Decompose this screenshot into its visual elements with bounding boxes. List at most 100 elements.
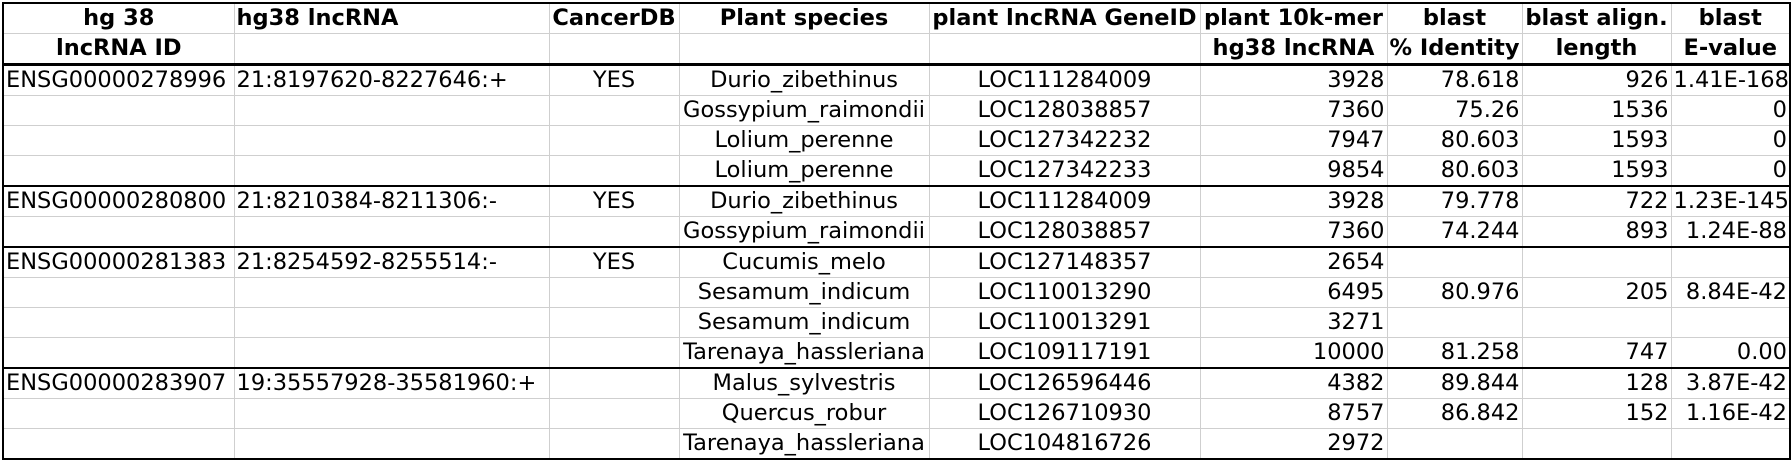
header-plant-kmer[interactable]: plant 10k-mer xyxy=(1199,2,1388,34)
cell-plant-species[interactable]: Gossypium_raimondii xyxy=(678,95,930,126)
cell-lncrna-locus[interactable] xyxy=(233,155,550,187)
cell-plant-geneid[interactable]: LOC127342233 xyxy=(928,155,1201,187)
cell-blast-evalue[interactable] xyxy=(1670,307,1791,338)
cell-blast-evalue[interactable]: 3.87E-42 xyxy=(1670,367,1791,399)
cell-blast-identity[interactable]: 81.258 xyxy=(1386,337,1523,369)
cell-cancerdb[interactable] xyxy=(548,155,680,187)
cell-blast-length[interactable]: 722 xyxy=(1521,185,1672,217)
cell-lncrna-locus[interactable] xyxy=(233,398,550,429)
cell-blast-evalue[interactable] xyxy=(1670,246,1791,278)
cell-blast-identity[interactable]: 74.244 xyxy=(1386,216,1523,248)
cell-plant-species[interactable]: Quercus_robur xyxy=(678,398,930,429)
cell-blast-identity[interactable] xyxy=(1386,307,1523,338)
cell-cancerdb[interactable] xyxy=(548,367,680,399)
header-hg38-lncrna[interactable]: hg38 lncRNA xyxy=(233,2,550,34)
header-plant-species-line2[interactable] xyxy=(678,33,930,66)
header-plant-kmer-line2[interactable]: hg38 lncRNA xyxy=(1199,33,1388,66)
cell-blast-length[interactable]: 926 xyxy=(1521,63,1672,96)
cell-lncrna-locus[interactable]: 21:8254592-8255514:- xyxy=(233,246,550,278)
cell-blast-evalue[interactable]: 0.00 xyxy=(1670,337,1791,369)
header-blast-identity-line2[interactable]: % Identity xyxy=(1386,33,1523,66)
header-hg38-lncrna-line2[interactable] xyxy=(233,33,550,66)
cell-blast-evalue[interactable]: 1.41E-168 xyxy=(1670,63,1791,96)
header-plant-species[interactable]: Plant species xyxy=(678,2,930,34)
header-plant-geneid[interactable]: plant lncRNA GeneID xyxy=(928,2,1201,34)
cell-lncrna-locus[interactable]: 21:8197620-8227646:+ xyxy=(233,63,550,96)
cell-lncrna-id[interactable] xyxy=(2,125,235,156)
cell-kmer-count[interactable]: 3928 xyxy=(1199,185,1388,217)
cell-plant-geneid[interactable]: LOC127342232 xyxy=(928,125,1201,156)
cell-blast-identity[interactable]: 79.778 xyxy=(1386,185,1523,217)
cell-plant-geneid[interactable]: LOC109117191 xyxy=(928,337,1201,369)
cell-kmer-count[interactable]: 8757 xyxy=(1199,398,1388,429)
header-blast-length-line2[interactable]: length xyxy=(1521,33,1672,66)
cell-plant-geneid[interactable]: LOC127148357 xyxy=(928,246,1201,278)
cell-lncrna-id[interactable]: ENSG00000278996 xyxy=(2,63,235,96)
cell-blast-evalue[interactable]: 8.84E-42 xyxy=(1670,277,1791,308)
cell-plant-species[interactable]: Tarenaya_hassleriana xyxy=(678,337,930,369)
cell-blast-identity[interactable]: 75.26 xyxy=(1386,95,1523,126)
cell-blast-length[interactable] xyxy=(1521,246,1672,278)
cell-lncrna-id[interactable]: ENSG00000281383 xyxy=(2,246,235,278)
cell-kmer-count[interactable]: 3928 xyxy=(1199,63,1388,96)
cell-blast-evalue[interactable]: 1.16E-42 xyxy=(1670,398,1791,429)
cell-blast-identity[interactable]: 78.618 xyxy=(1386,63,1523,96)
cell-lncrna-locus[interactable] xyxy=(233,307,550,338)
cell-plant-geneid[interactable]: LOC110013291 xyxy=(928,307,1201,338)
cell-plant-geneid[interactable]: LOC104816726 xyxy=(928,428,1201,460)
cell-blast-length[interactable]: 893 xyxy=(1521,216,1672,248)
cell-lncrna-locus[interactable] xyxy=(233,95,550,126)
cell-blast-length[interactable]: 1536 xyxy=(1521,95,1672,126)
cell-kmer-count[interactable]: 7947 xyxy=(1199,125,1388,156)
cell-blast-length[interactable] xyxy=(1521,428,1672,460)
cell-lncrna-id[interactable] xyxy=(2,277,235,308)
cell-cancerdb[interactable] xyxy=(548,337,680,369)
cell-cancerdb[interactable]: YES xyxy=(548,185,680,217)
cell-blast-length[interactable]: 1593 xyxy=(1521,125,1672,156)
cell-blast-evalue[interactable]: 1.23E-145 xyxy=(1670,185,1791,217)
cell-cancerdb[interactable] xyxy=(548,398,680,429)
cell-plant-species[interactable]: Tarenaya_hassleriana xyxy=(678,428,930,460)
cell-kmer-count[interactable]: 9854 xyxy=(1199,155,1388,187)
cell-cancerdb[interactable] xyxy=(548,428,680,460)
cell-blast-length[interactable]: 747 xyxy=(1521,337,1672,369)
header-blast-evalue-line2[interactable]: E-value xyxy=(1670,33,1791,66)
cell-blast-identity[interactable]: 86.842 xyxy=(1386,398,1523,429)
cell-lncrna-locus[interactable]: 21:8210384-8211306:- xyxy=(233,185,550,217)
cell-cancerdb[interactable]: YES xyxy=(548,63,680,96)
cell-lncrna-locus[interactable]: 19:35557928-35581960:+ xyxy=(233,367,550,399)
cell-plant-geneid[interactable]: LOC110013290 xyxy=(928,277,1201,308)
cell-plant-geneid[interactable]: LOC128038857 xyxy=(928,216,1201,248)
cell-kmer-count[interactable]: 2654 xyxy=(1199,246,1388,278)
cell-plant-geneid[interactable]: LOC111284009 xyxy=(928,185,1201,217)
cell-blast-evalue[interactable]: 0 xyxy=(1670,95,1791,126)
cell-kmer-count[interactable]: 6495 xyxy=(1199,277,1388,308)
cell-blast-length[interactable]: 152 xyxy=(1521,398,1672,429)
cell-cancerdb[interactable] xyxy=(548,125,680,156)
cell-lncrna-locus[interactable] xyxy=(233,337,550,369)
cell-plant-species[interactable]: Lolium_perenne xyxy=(678,155,930,187)
cell-blast-identity[interactable] xyxy=(1386,428,1523,460)
cell-blast-length[interactable] xyxy=(1521,307,1672,338)
cell-cancerdb[interactable] xyxy=(548,95,680,126)
cell-blast-evalue[interactable] xyxy=(1670,428,1791,460)
cell-lncrna-id[interactable] xyxy=(2,155,235,187)
cell-plant-geneid[interactable]: LOC126710930 xyxy=(928,398,1201,429)
cell-cancerdb[interactable] xyxy=(548,307,680,338)
cell-plant-species[interactable]: Durio_zibethinus xyxy=(678,185,930,217)
cell-kmer-count[interactable]: 7360 xyxy=(1199,95,1388,126)
cell-blast-identity[interactable] xyxy=(1386,246,1523,278)
cell-blast-identity[interactable]: 89.844 xyxy=(1386,367,1523,399)
cell-lncrna-locus[interactable] xyxy=(233,277,550,308)
cell-blast-evalue[interactable]: 0 xyxy=(1670,125,1791,156)
cell-kmer-count[interactable]: 10000 xyxy=(1199,337,1388,369)
cell-plant-species[interactable]: Gossypium_raimondii xyxy=(678,216,930,248)
cell-plant-geneid[interactable]: LOC111284009 xyxy=(928,63,1201,96)
cell-kmer-count[interactable]: 3271 xyxy=(1199,307,1388,338)
cell-lncrna-id[interactable] xyxy=(2,95,235,126)
header-cancerdb[interactable]: CancerDB xyxy=(548,2,680,34)
cell-plant-species[interactable]: Malus_sylvestris xyxy=(678,367,930,399)
cell-blast-length[interactable]: 128 xyxy=(1521,367,1672,399)
cell-lncrna-locus[interactable] xyxy=(233,216,550,248)
cell-blast-evalue[interactable]: 1.24E-88 xyxy=(1670,216,1791,248)
